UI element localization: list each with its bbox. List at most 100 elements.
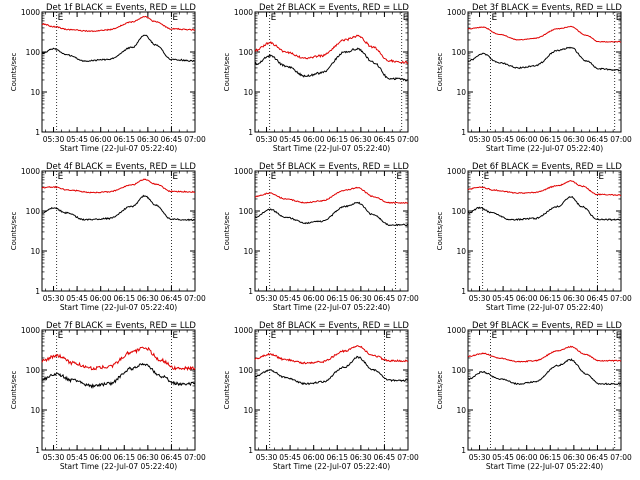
x-tick-label: 07:00	[397, 135, 419, 144]
panel-det-4: Det 4f BLACK = Events, RED = LLD 1 10 100 10…	[10, 162, 206, 312]
x-tick-label: 07:00	[610, 453, 632, 462]
x-axis-title: Start Time (22-Jul-07 05:22:40)	[60, 303, 177, 312]
x-tick-label: 06:45	[374, 453, 396, 462]
x-tick-label: 05:45	[66, 135, 88, 144]
panel-det-6: Det 6f BLACK = Events, RED = LLD 1 10 100 10…	[436, 162, 632, 312]
panel-title: Det 2f BLACK = Events, RED = LLD	[259, 3, 409, 13]
plot-frame	[467, 329, 622, 451]
x-tick-label: 07:00	[397, 294, 419, 303]
series-events-black	[41, 194, 196, 222]
x-tick-label: 06:00	[303, 453, 325, 462]
x-axis-title: Start Time (22-Jul-07 05:22:40)	[273, 462, 390, 471]
panel-title: Det 8f BLACK = Events, RED = LLD	[259, 321, 409, 331]
plot-frame	[467, 11, 622, 133]
x-tick-label: 05:30	[43, 294, 65, 303]
y-tick-label: 1000	[447, 167, 466, 176]
event-marker-label: E	[58, 172, 64, 182]
panel-title: Det 3f BLACK = Events, RED = LLD	[472, 3, 622, 13]
x-axis-title: Start Time (22-Jul-07 05:22:40)	[60, 144, 177, 153]
plot-frame	[254, 170, 409, 292]
x-tick-label: 05:30	[256, 294, 278, 303]
y-tick-label: 1	[35, 446, 40, 455]
y-tick-label: 10	[30, 406, 40, 415]
series-events-black	[254, 355, 409, 386]
y-tick-label: 100	[26, 207, 41, 216]
event-marker-label: E	[492, 331, 498, 341]
y-tick-label: 100	[26, 366, 41, 375]
event-marker-label: E	[271, 172, 277, 182]
x-tick-label: 06:15	[113, 135, 135, 144]
series-lld-red	[41, 15, 196, 33]
panel-title: Det 9f BLACK = Events, RED = LLD	[472, 321, 622, 331]
x-tick-label: 06:30	[563, 294, 585, 303]
x-axis-title: Start Time (22-Jul-07 05:22:40)	[60, 462, 177, 471]
x-tick-label: 06:00	[516, 294, 538, 303]
x-tick-label: 06:15	[113, 294, 135, 303]
x-tick-label: 06:45	[587, 294, 609, 303]
x-tick-label: 05:30	[469, 135, 491, 144]
x-tick-label: 06:00	[303, 294, 325, 303]
plot-frame	[41, 11, 196, 133]
y-tick-label: 1	[461, 287, 466, 296]
event-marker-label: E	[271, 331, 277, 341]
x-tick-label: 06:15	[539, 294, 561, 303]
plot-frame	[41, 329, 196, 451]
x-tick-label: 06:15	[326, 453, 348, 462]
x-axis-title: Start Time (22-Jul-07 05:22:40)	[486, 303, 603, 312]
x-tick-label: 05:45	[66, 294, 88, 303]
plot-frame	[467, 170, 622, 292]
x-tick-label: 06:30	[137, 135, 159, 144]
y-tick-label: 10	[456, 88, 466, 97]
event-marker-label: E	[385, 331, 391, 341]
x-tick-label: 06:00	[516, 135, 538, 144]
x-tick-label: 05:45	[279, 294, 301, 303]
y-axis-title: Counts/sec	[10, 212, 18, 251]
x-tick-label: 06:45	[587, 135, 609, 144]
x-tick-label: 06:15	[326, 135, 348, 144]
x-tick-label: 06:45	[161, 453, 183, 462]
x-axis-title: Start Time (22-Jul-07 05:22:40)	[273, 303, 390, 312]
x-tick-label: 05:45	[492, 453, 514, 462]
series-lld-red	[467, 345, 622, 363]
x-tick-label: 05:45	[279, 453, 301, 462]
event-marker-label: E	[598, 172, 604, 182]
x-tick-label: 06:45	[161, 294, 183, 303]
x-tick-label: 06:00	[303, 135, 325, 144]
y-tick-label: 1000	[21, 167, 40, 176]
series-events-black	[467, 46, 622, 72]
x-tick-label: 06:45	[374, 294, 396, 303]
x-tick-label: 06:45	[587, 453, 609, 462]
series-lld-red	[41, 178, 196, 194]
y-tick-label: 10	[30, 247, 40, 256]
x-tick-label: 07:00	[610, 135, 632, 144]
y-tick-label: 100	[452, 48, 467, 57]
y-tick-label: 1	[35, 287, 40, 296]
x-tick-label: 05:30	[469, 294, 491, 303]
panel-det-2: Det 2f BLACK = Events, RED = LLD 1 10 100 10…	[223, 3, 419, 153]
x-tick-label: 07:00	[184, 135, 206, 144]
y-axis-title: Counts/sec	[436, 371, 444, 410]
x-tick-label: 05:30	[256, 135, 278, 144]
y-tick-label: 10	[456, 247, 466, 256]
x-tick-label: 05:45	[66, 453, 88, 462]
x-tick-label: 07:00	[184, 294, 206, 303]
y-tick-label: 1000	[21, 8, 40, 17]
series-lld-red	[254, 186, 409, 204]
y-axis-title: Counts/sec	[223, 212, 231, 251]
series-lld-red	[254, 345, 409, 365]
event-marker-label: E	[616, 331, 622, 341]
y-tick-label: 100	[239, 48, 254, 57]
plot-frame	[254, 11, 409, 133]
series-lld-red	[467, 180, 622, 196]
y-axis-title: Counts/sec	[10, 371, 18, 410]
event-marker-label: E	[58, 331, 64, 341]
y-tick-label: 10	[30, 88, 40, 97]
series-events-black	[41, 362, 196, 389]
y-axis-title: Counts/sec	[10, 53, 18, 92]
x-tick-label: 06:30	[350, 135, 372, 144]
plot-frame	[254, 329, 409, 451]
x-tick-label: 07:00	[397, 453, 419, 462]
event-marker-label: E	[58, 13, 64, 23]
x-tick-label: 06:30	[350, 453, 372, 462]
x-tick-label: 06:30	[563, 453, 585, 462]
